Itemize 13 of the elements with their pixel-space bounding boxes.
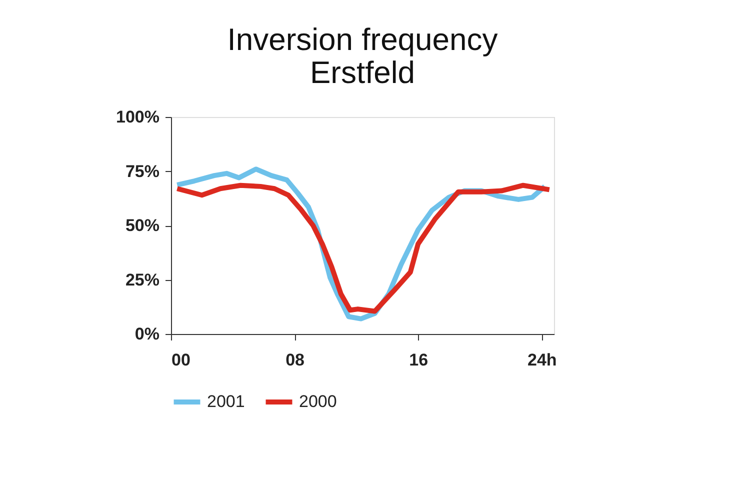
legend-label: 2001 xyxy=(207,392,245,411)
legend-label: 2000 xyxy=(299,392,337,411)
text: Erstfeld xyxy=(310,55,416,90)
y-tick-label: 50% xyxy=(125,216,160,235)
y-tick-label: 75% xyxy=(125,162,160,181)
text: Inversion frequency xyxy=(227,22,498,57)
y-tick-label: 100% xyxy=(116,108,160,126)
x-tick-label: 16 xyxy=(409,350,428,370)
y-tick-label: 0% xyxy=(134,324,160,344)
x-tick-label: 24h xyxy=(527,350,557,370)
y-tick-label: 25% xyxy=(125,270,160,290)
x-tick-label: 08 xyxy=(286,350,305,370)
x-tick-label: 00 xyxy=(172,350,190,370)
